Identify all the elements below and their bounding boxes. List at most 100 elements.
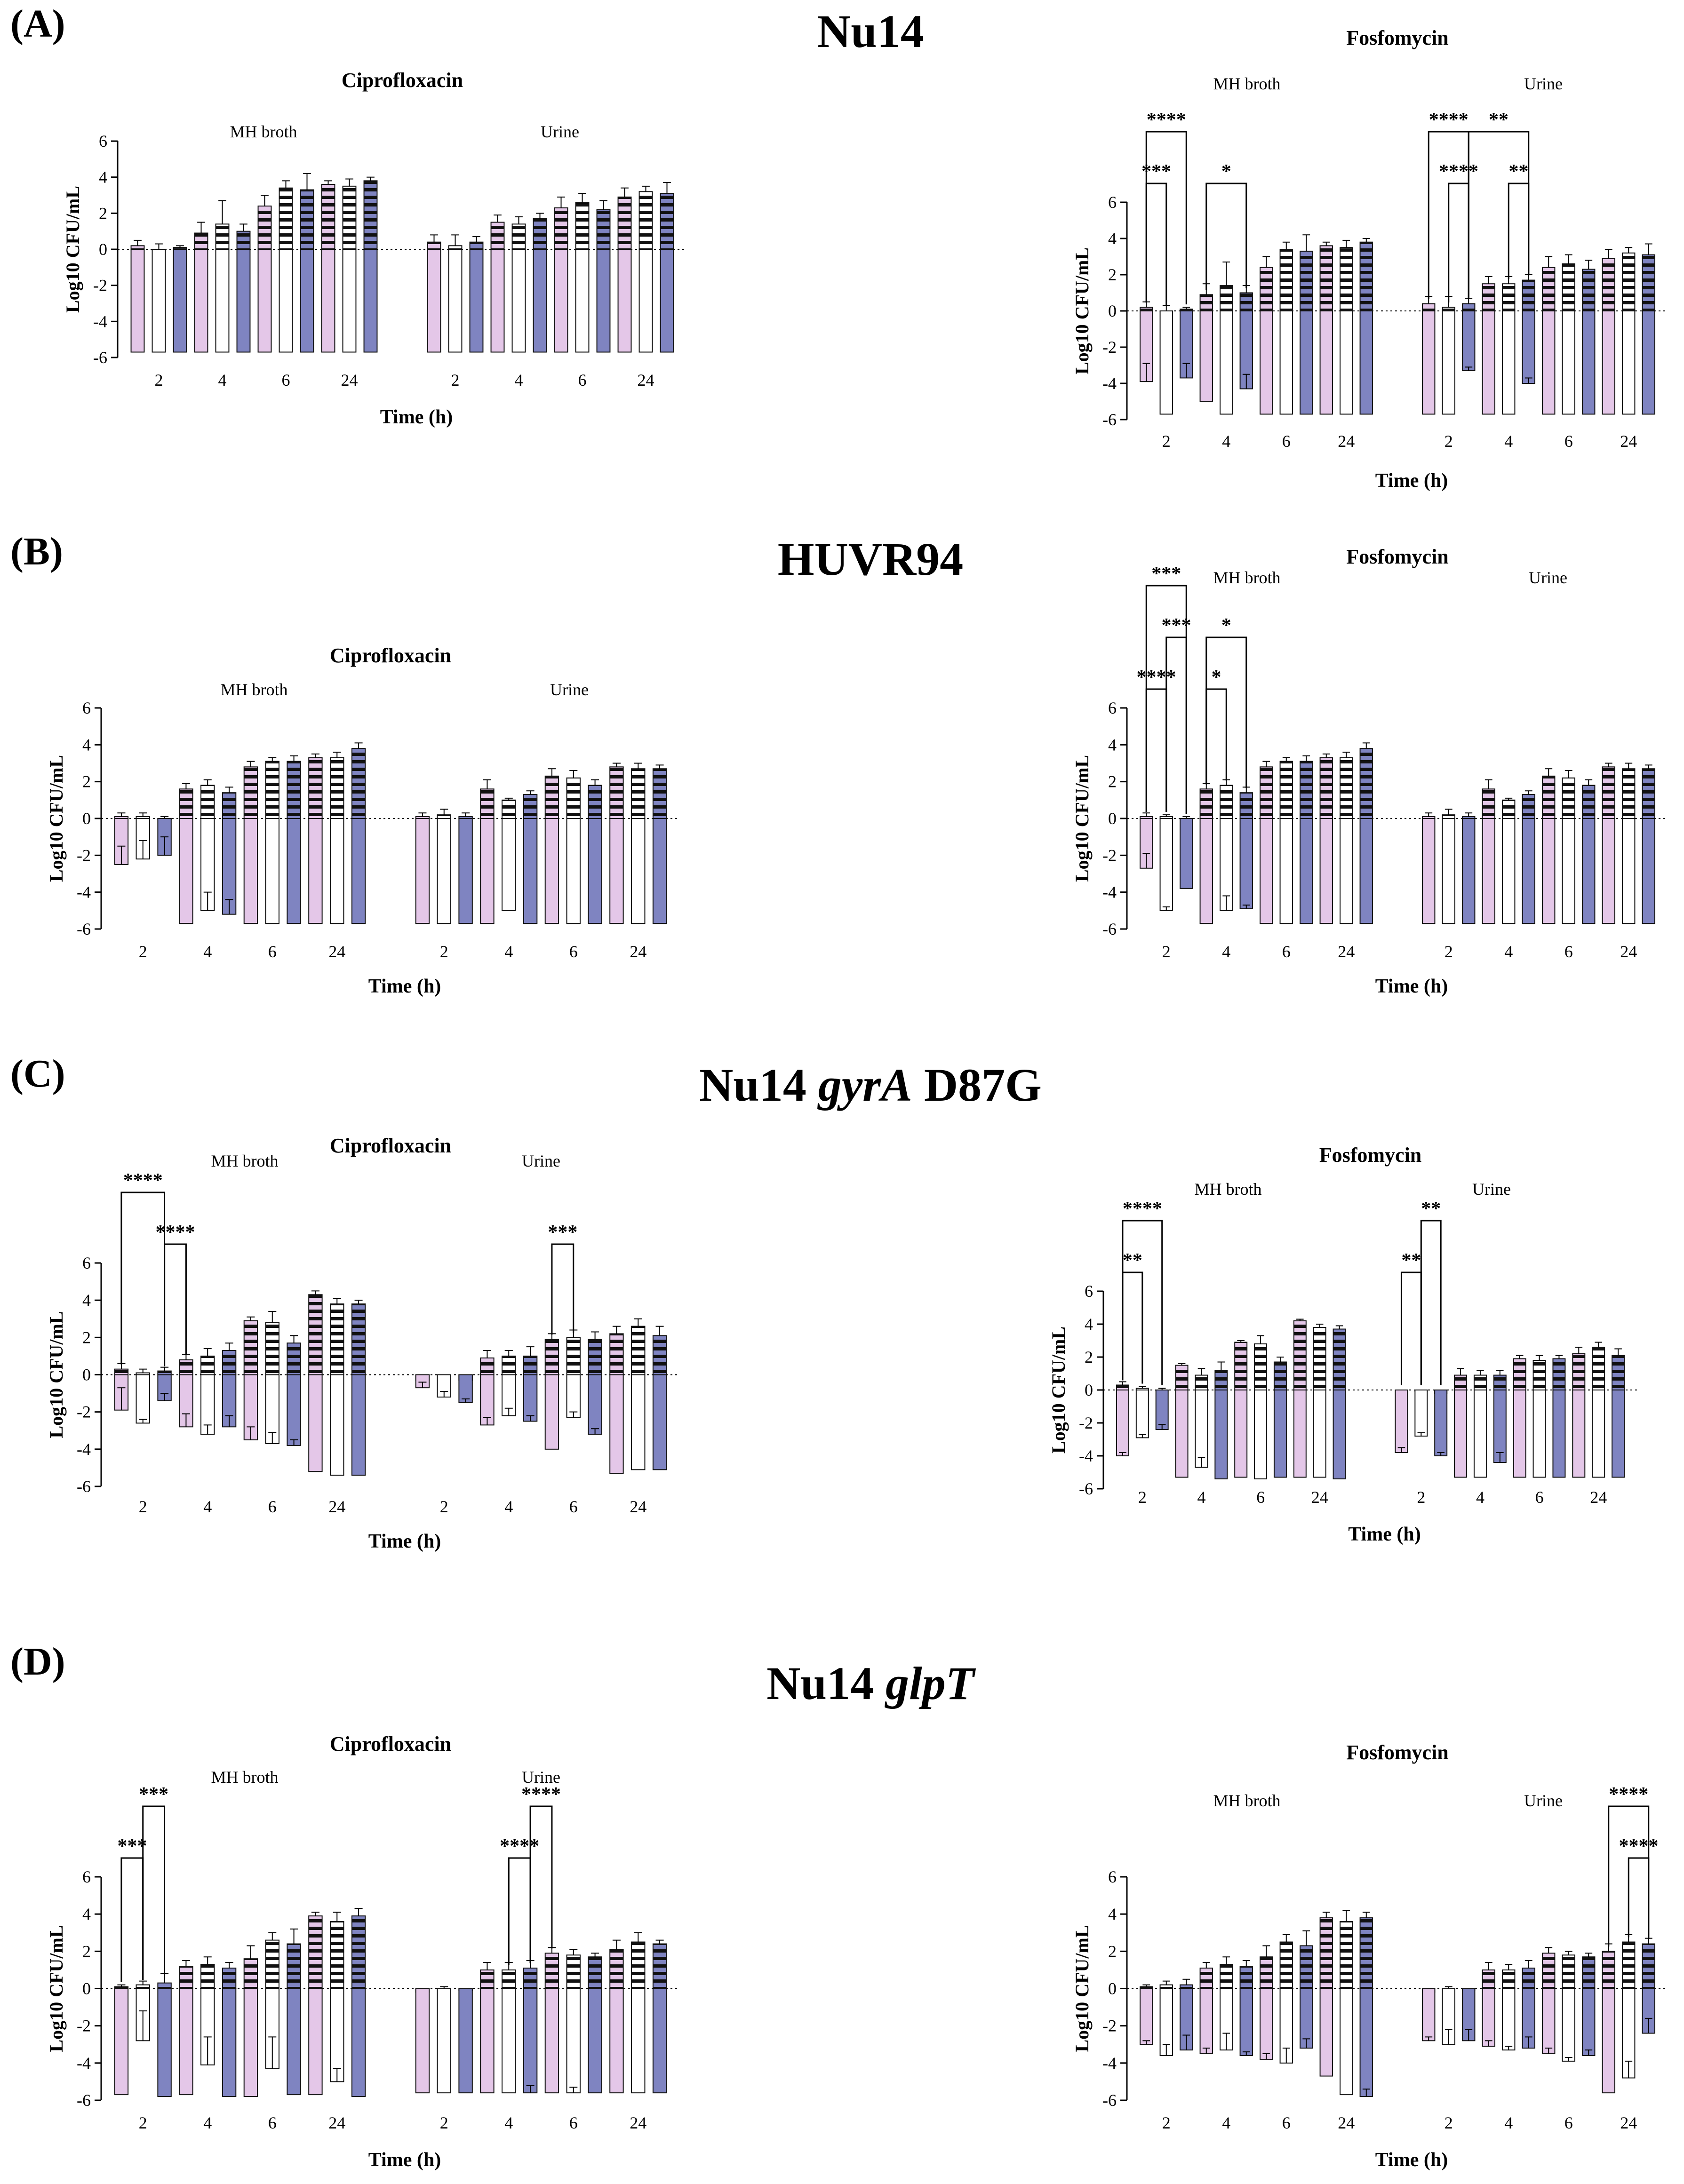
bar-resistant [1260,766,1273,819]
x-tick-label: 24 [328,2113,345,2132]
group-label: Urine [550,680,589,699]
strain-title: HUVR94 [778,533,963,585]
group-label: MH broth [1213,568,1281,587]
bar-resistant [1159,1984,1173,1989]
bar-killing [1260,818,1273,924]
bar-resistant [1313,1327,1326,1390]
x-tick-label: 6 [268,2113,277,2132]
chart-b-fosfomycin: Fosfomycin MH broth Urine 6 4 2 0 -2 -4 -6 Log10 C… [1071,545,1668,997]
y-tick-label: -6 [77,920,91,938]
y-axis-label: Log10 CFU/mL [1071,1925,1093,2052]
group-label: Urine [522,1768,560,1787]
y-tick-label: 0 [82,809,91,828]
y-axis-label: Log10 CFU/mL [46,755,67,882]
strain-name: Nu14 [817,5,924,57]
bar-resistant [469,241,484,250]
bar-resistant [222,1967,237,1989]
bar-resistant [523,794,538,819]
x-tick-label: 2 [440,1497,448,1516]
bar-resistant [631,768,646,819]
bar-killing [1195,1390,1208,1468]
bar-killing [533,249,547,353]
y-tick-label: 4 [82,1291,91,1310]
bar-resistant [609,1949,624,1989]
significance-bracket [1165,636,1187,814]
bar-killing [152,249,166,353]
bar-killing [1220,818,1233,911]
significance-label: **** [1137,667,1176,688]
significance-label: **** [1609,1784,1648,1805]
y-tick-label: 4 [82,1905,91,1923]
bar-resistant [448,245,463,250]
bar-resistant [1260,267,1273,311]
bar-killing [566,1374,581,1418]
x-tick-label: 6 [1535,1488,1544,1507]
bar-killing [631,818,646,924]
y-tick-label: -2 [93,276,107,295]
bar-resistant [1513,1358,1526,1390]
y-tick-label: 2 [82,1328,91,1347]
chart-title: Ciprofloxacin [330,644,451,667]
x-tick-label: 24 [328,942,345,961]
bar-killing [1220,310,1233,415]
significance-bracket [1145,688,1167,812]
significance-label: ** [1123,1250,1142,1271]
significance-bracket [1400,1271,1422,1385]
chart-title: Ciprofloxacin [330,1732,451,1755]
bar-killing [1395,1390,1408,1453]
y-tick-label: -4 [1102,374,1117,393]
bar-resistant [502,1355,516,1375]
bar-resistant [330,1303,344,1375]
y-axis-label: Log10 CFU/mL [1071,247,1093,374]
significance-bracket [1448,183,1469,303]
y-tick-label: -2 [1102,2017,1117,2035]
y-tick-label: 0 [1108,1979,1117,1998]
bar-resistant [609,766,624,819]
bar-killing [1552,1390,1566,1478]
y-tick-label: -6 [1102,920,1117,938]
bar-resistant [236,230,251,250]
bar-resistant [179,1966,193,1989]
bar-killing [1622,310,1636,415]
x-tick-label: 6 [569,2113,578,2132]
bar-resistant [330,757,344,819]
x-tick-label: 2 [1445,2113,1453,2132]
bar-killing [279,249,293,353]
bar-resistant [1532,1360,1546,1390]
bar-killing [1319,310,1333,415]
x-tick-label: 6 [268,942,277,961]
bar-resistant [544,775,559,819]
group-label: Urine [541,122,579,141]
bar-killing [544,818,559,924]
x-tick-label: 2 [1417,1488,1425,1507]
bar-resistant [1175,1365,1189,1390]
bar-resistant [588,785,602,819]
bar-resistant [1522,1967,1535,1989]
x-tick-label: 24 [630,1497,646,1516]
bar-resistant [1340,757,1353,819]
bar-resistant [1333,1328,1346,1390]
bar-killing [1199,1988,1213,2055]
bar-resistant [480,1969,495,1989]
bar-resistant [480,1357,495,1375]
bar-resistant [287,761,301,819]
bar-killing [1422,310,1436,415]
bar-killing [415,818,430,924]
strain-title: Nu14 [817,5,924,57]
bar-resistant [490,222,505,250]
bar-killing [1493,1390,1507,1463]
panel-label: (B) [10,530,63,573]
bar-resistant [1199,1967,1213,1989]
bar-killing [1140,1988,1153,2045]
bar-killing [1422,1988,1436,2041]
bar-killing [1502,310,1516,415]
bar-killing [1572,1390,1586,1478]
y-axis-label: Log10 CFU/mL [1048,1326,1069,1453]
significance-label: *** [1162,615,1191,636]
y-tick-label: 0 [99,240,107,259]
bar-resistant [1199,788,1213,819]
bar-killing [1582,818,1596,924]
bar-killing [631,1988,646,2094]
bar-resistant [308,1915,323,1989]
bar-resistant [544,1339,559,1375]
